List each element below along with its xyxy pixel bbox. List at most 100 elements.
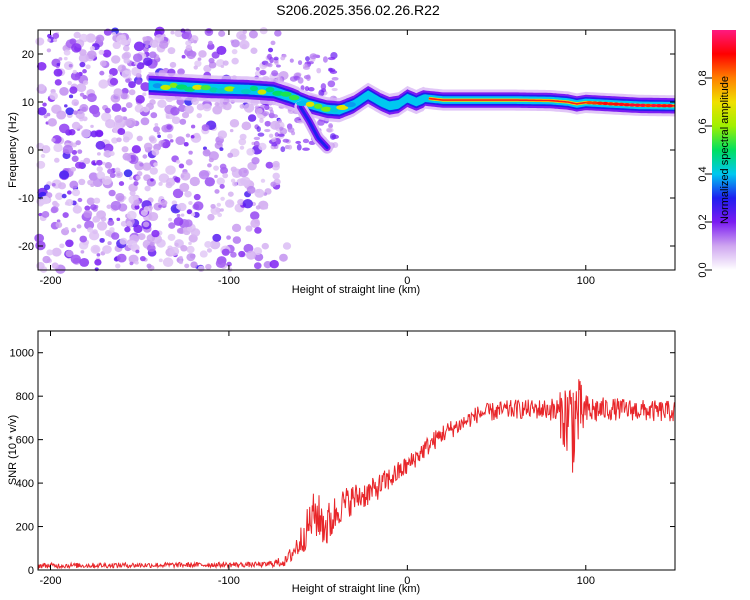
noise-blob xyxy=(53,143,63,153)
noise-blob xyxy=(77,149,83,154)
noise-blob xyxy=(193,193,201,201)
noise-blob xyxy=(142,154,148,159)
noise-blob xyxy=(146,263,152,269)
noise-blob xyxy=(153,162,158,167)
noise-blob xyxy=(242,29,247,34)
signal-spot xyxy=(639,103,647,108)
noise-blob xyxy=(186,253,196,262)
noise-blob xyxy=(107,219,115,226)
noise-blob xyxy=(111,31,117,36)
spectrogram-y-label: Frequency (Hz) xyxy=(7,112,19,188)
noise-blob xyxy=(68,94,74,99)
noise-blob xyxy=(165,165,176,175)
noise-blob xyxy=(197,57,202,61)
noise-blob xyxy=(172,188,184,199)
noise-blob xyxy=(238,138,247,146)
noise-blob xyxy=(240,179,248,186)
signal-spot xyxy=(650,103,658,108)
noise-blob xyxy=(270,120,281,130)
signal-spot xyxy=(628,103,636,107)
signal-spot xyxy=(591,101,599,105)
noise-blob xyxy=(102,245,112,254)
noise-blob xyxy=(114,114,124,123)
noise-blob xyxy=(169,139,174,143)
noise-blob xyxy=(71,142,77,148)
noise-blob xyxy=(117,64,127,73)
noise-blob xyxy=(90,204,97,211)
noise-blob xyxy=(142,162,152,171)
noise-blob xyxy=(250,211,260,220)
noise-blob xyxy=(206,28,212,34)
noise-blob xyxy=(220,208,224,212)
snr-x-axis: -200 -100 0 100 xyxy=(39,331,595,587)
noise-blob xyxy=(96,166,103,172)
noise-blob xyxy=(135,175,141,181)
noise-blob xyxy=(94,267,99,272)
noise-blob xyxy=(162,257,174,267)
noise-blob xyxy=(42,255,51,264)
noise-blob xyxy=(269,259,279,269)
noise-blob xyxy=(271,143,278,147)
noise-blob xyxy=(289,58,294,63)
noise-blob xyxy=(133,199,141,206)
noise-blob xyxy=(128,89,136,96)
noise-blob xyxy=(207,43,215,50)
noise-blob xyxy=(243,103,255,113)
noise-blob xyxy=(134,61,139,65)
noise-blob xyxy=(227,152,234,158)
noise-blob xyxy=(70,166,77,172)
signal-blob xyxy=(241,88,251,94)
noise-blob xyxy=(180,28,186,33)
noise-blob xyxy=(58,57,63,61)
noise-blob xyxy=(267,53,272,60)
noise-blob xyxy=(263,261,272,269)
noise-blob xyxy=(158,181,163,186)
noise-blob xyxy=(239,133,247,141)
noise-blob xyxy=(71,188,81,197)
noise-blob xyxy=(198,169,210,180)
noise-blob xyxy=(253,140,260,148)
spectrogram-signal-ridge xyxy=(148,72,676,154)
noise-blob xyxy=(216,177,225,186)
noise-blob xyxy=(56,219,61,223)
noise-blob xyxy=(135,95,145,104)
noise-blob xyxy=(135,73,141,78)
spectrogram-y-tick-label: -20 xyxy=(18,241,34,253)
noise-blob xyxy=(185,159,193,166)
noise-blob xyxy=(95,34,105,43)
noise-blob xyxy=(71,99,80,106)
noise-blob xyxy=(177,68,185,76)
noise-blob xyxy=(193,40,198,44)
noise-blob xyxy=(260,178,266,183)
noise-blob xyxy=(128,81,136,89)
noise-blob xyxy=(326,128,333,133)
noise-blob xyxy=(148,211,159,222)
noise-blob xyxy=(133,41,145,52)
noise-blob xyxy=(103,143,114,153)
noise-blob xyxy=(71,227,77,233)
noise-blob xyxy=(111,137,119,144)
noise-blob xyxy=(198,50,207,58)
noise-blob xyxy=(140,117,150,126)
noise-blob xyxy=(86,93,97,103)
noise-blob xyxy=(317,119,325,126)
noise-blob xyxy=(78,178,86,186)
noise-blob xyxy=(121,107,127,113)
signal-spot xyxy=(644,103,652,108)
noise-blob xyxy=(226,261,232,267)
noise-blob xyxy=(142,36,148,42)
noise-blob xyxy=(229,128,234,133)
noise-blob xyxy=(274,29,282,37)
signal-blob xyxy=(313,103,323,109)
noise-blob xyxy=(41,145,51,154)
noise-blob xyxy=(75,161,83,169)
noise-blob xyxy=(122,136,130,143)
noise-blob xyxy=(215,258,227,269)
noise-blob xyxy=(79,257,90,267)
noise-blob xyxy=(70,71,81,81)
noise-blob xyxy=(264,128,271,133)
noise-blob xyxy=(231,39,240,48)
noise-blob xyxy=(214,141,223,150)
snr-y-tick-label: 400 xyxy=(16,478,34,490)
noise-blob xyxy=(185,45,193,51)
